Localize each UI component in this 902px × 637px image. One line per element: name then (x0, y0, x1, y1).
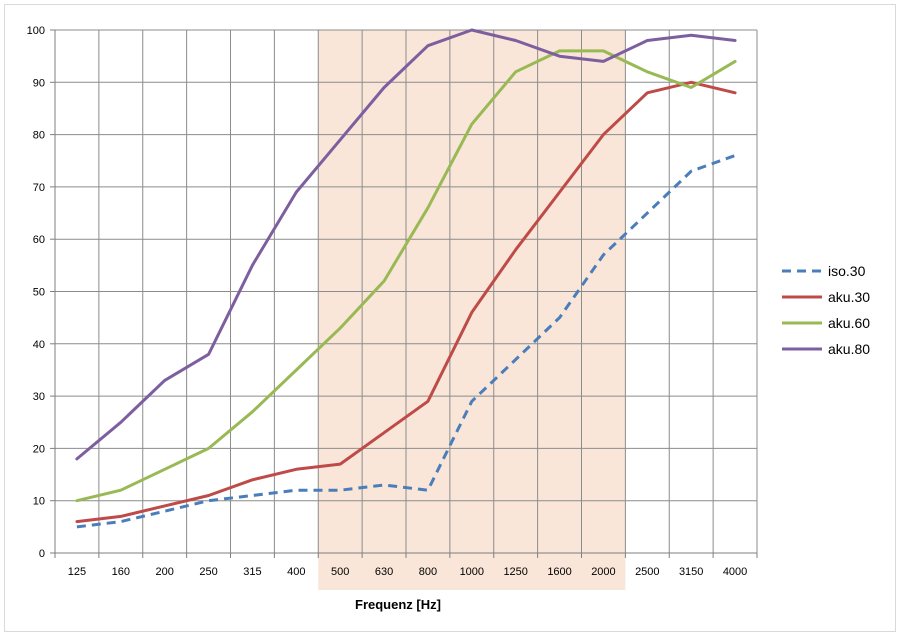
y-tick-label: 30 (33, 391, 45, 403)
x-tick-label: 160 (112, 566, 130, 578)
x-tick-label: 125 (68, 566, 86, 578)
legend-label: aku.60 (828, 315, 870, 331)
legend-label: aku.30 (828, 289, 870, 305)
x-tick-label: 3150 (679, 566, 703, 578)
y-tick-label: 10 (33, 496, 45, 508)
x-axis-title: Frequenz [Hz] (355, 597, 441, 612)
series-line-aku-60 (75, 49, 737, 503)
x-tick-label: 630 (375, 566, 393, 578)
x-tick-label: 200 (156, 566, 174, 578)
y-tick-label: 0 (39, 548, 45, 560)
x-tick-label: 1600 (547, 566, 571, 578)
y-tick-label: 50 (33, 287, 45, 299)
legend-label: iso.30 (828, 263, 866, 279)
x-tick-label: 1000 (460, 566, 484, 578)
series-layer (75, 28, 737, 529)
x-tick-label: 500 (331, 566, 349, 578)
x-tick-label: 4000 (723, 566, 747, 578)
series-line-aku-80 (75, 28, 737, 461)
x-tick-label: 800 (419, 566, 437, 578)
y-tick-label: 90 (33, 77, 45, 89)
x-tick-label: 1250 (503, 566, 527, 578)
x-tick-label: 250 (199, 566, 217, 578)
x-tick-label: 2500 (635, 566, 659, 578)
y-tick-label: 20 (33, 443, 45, 455)
x-tick-label: 400 (287, 566, 305, 578)
y-tick-label: 60 (33, 234, 45, 246)
x-tick-label: 315 (243, 566, 261, 578)
y-tick-label: 70 (33, 182, 45, 194)
legend: iso.30 aku.30 aku.60 aku.80 (782, 263, 870, 357)
y-tick-label: 40 (33, 339, 45, 351)
y-tick-label: 80 (33, 130, 45, 142)
y-tick-label: 100 (27, 25, 45, 37)
axis-layer: 0 10 20 30 40 50 60 70 80 90 100 125 160 200 250 315 400… (27, 25, 758, 578)
series-line-aku-30 (75, 80, 737, 524)
x-tick-label: 2000 (591, 566, 615, 578)
legend-label: aku.80 (828, 341, 870, 357)
series-line-iso-30 (76, 154, 736, 529)
